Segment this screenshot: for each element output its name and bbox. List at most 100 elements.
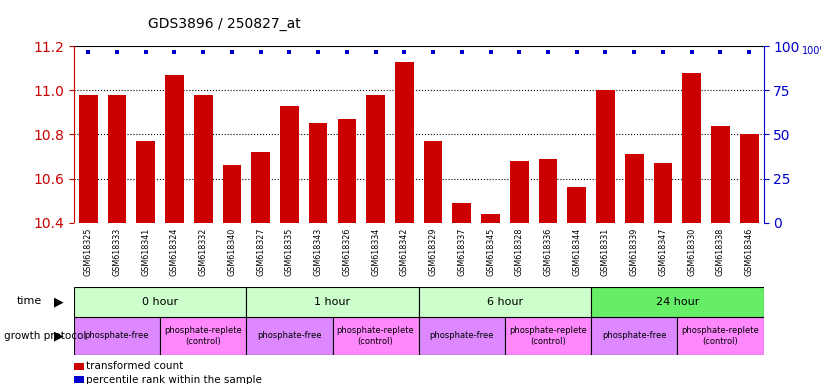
Point — [110, 48, 123, 55]
Bar — [194, 95, 213, 223]
Text: GSM618332: GSM618332 — [199, 228, 208, 276]
Text: percentile rank within the sample: percentile rank within the sample — [86, 375, 262, 384]
Bar — [222, 166, 241, 223]
Text: phosphate-replete
(control): phosphate-replete (control) — [337, 326, 415, 346]
Point — [140, 48, 153, 55]
Bar — [74, 287, 246, 317]
Point — [542, 48, 555, 55]
Bar — [160, 317, 246, 355]
Bar — [596, 90, 615, 223]
Text: GDS3896 / 250827_at: GDS3896 / 250827_at — [148, 17, 300, 31]
Text: GSM618337: GSM618337 — [457, 228, 466, 276]
Point — [427, 48, 440, 55]
Text: GSM618334: GSM618334 — [371, 228, 380, 276]
Bar — [309, 123, 328, 223]
Point — [168, 48, 181, 55]
Text: phosphate-free: phosphate-free — [85, 331, 149, 341]
Point — [628, 48, 641, 55]
Bar — [333, 317, 419, 355]
Point — [599, 48, 612, 55]
Text: GSM618336: GSM618336 — [544, 228, 553, 276]
Point — [312, 48, 325, 55]
Text: time: time — [16, 296, 42, 306]
Bar — [280, 106, 299, 223]
Text: GSM618345: GSM618345 — [486, 228, 495, 276]
Text: ▶: ▶ — [54, 329, 64, 343]
Bar — [395, 61, 414, 223]
Text: GSM618324: GSM618324 — [170, 228, 179, 276]
Point — [686, 48, 699, 55]
Text: phosphate-free: phosphate-free — [257, 331, 322, 341]
Bar — [108, 95, 126, 223]
Point — [571, 48, 584, 55]
Bar — [424, 141, 443, 223]
Bar — [246, 317, 333, 355]
Bar — [510, 161, 529, 223]
Text: GSM618325: GSM618325 — [84, 228, 93, 276]
Text: GSM618342: GSM618342 — [400, 228, 409, 276]
Bar — [337, 119, 356, 223]
Text: phosphate-replete
(control): phosphate-replete (control) — [681, 326, 759, 346]
Text: transformed count: transformed count — [86, 361, 183, 371]
Point — [282, 48, 296, 55]
Bar — [682, 73, 701, 223]
Text: 24 hour: 24 hour — [656, 297, 699, 307]
Point — [369, 48, 383, 55]
Text: GSM618338: GSM618338 — [716, 228, 725, 276]
Text: phosphate-free: phosphate-free — [602, 331, 667, 341]
Text: phosphate-replete
(control): phosphate-replete (control) — [509, 326, 587, 346]
Point — [398, 48, 411, 55]
Text: GSM618335: GSM618335 — [285, 228, 294, 276]
Point — [82, 48, 94, 55]
Point — [255, 48, 268, 55]
Point — [455, 48, 468, 55]
Text: GSM618343: GSM618343 — [314, 228, 323, 276]
Bar — [677, 317, 764, 355]
Text: GSM618339: GSM618339 — [630, 228, 639, 276]
Text: growth protocol: growth protocol — [4, 331, 86, 341]
Text: phosphate-replete
(control): phosphate-replete (control) — [164, 326, 242, 346]
Text: GSM618333: GSM618333 — [112, 228, 122, 276]
Text: 100%: 100% — [801, 46, 821, 56]
Bar — [591, 287, 764, 317]
Text: GSM618340: GSM618340 — [227, 228, 236, 276]
Bar — [74, 317, 160, 355]
Bar — [711, 126, 730, 223]
Bar — [481, 214, 500, 223]
Text: GSM618329: GSM618329 — [429, 228, 438, 276]
Text: 6 hour: 6 hour — [487, 297, 523, 307]
Bar — [419, 287, 591, 317]
Bar — [366, 95, 385, 223]
Text: GSM618347: GSM618347 — [658, 228, 667, 276]
Bar — [251, 152, 270, 223]
Text: GSM618328: GSM618328 — [515, 228, 524, 276]
Point — [513, 48, 526, 55]
Text: GSM618330: GSM618330 — [687, 228, 696, 276]
Bar — [505, 317, 591, 355]
Text: 1 hour: 1 hour — [314, 297, 351, 307]
Bar — [165, 75, 184, 223]
Bar — [625, 154, 644, 223]
Point — [714, 48, 727, 55]
Text: GSM618326: GSM618326 — [342, 228, 351, 276]
Bar — [740, 134, 759, 223]
Bar — [654, 163, 672, 223]
Bar — [246, 287, 419, 317]
Bar — [539, 159, 557, 223]
Text: GSM618341: GSM618341 — [141, 228, 150, 276]
Text: GSM618327: GSM618327 — [256, 228, 265, 276]
Text: GSM618344: GSM618344 — [572, 228, 581, 276]
Bar — [419, 317, 505, 355]
Bar — [452, 203, 471, 223]
Bar — [136, 141, 155, 223]
Point — [657, 48, 670, 55]
Point — [484, 48, 498, 55]
Text: 0 hour: 0 hour — [142, 297, 178, 307]
Point — [743, 48, 756, 55]
Bar — [79, 95, 98, 223]
Text: phosphate-free: phosphate-free — [429, 331, 494, 341]
Point — [226, 48, 239, 55]
Bar — [591, 317, 677, 355]
Point — [197, 48, 210, 55]
Point — [341, 48, 354, 55]
